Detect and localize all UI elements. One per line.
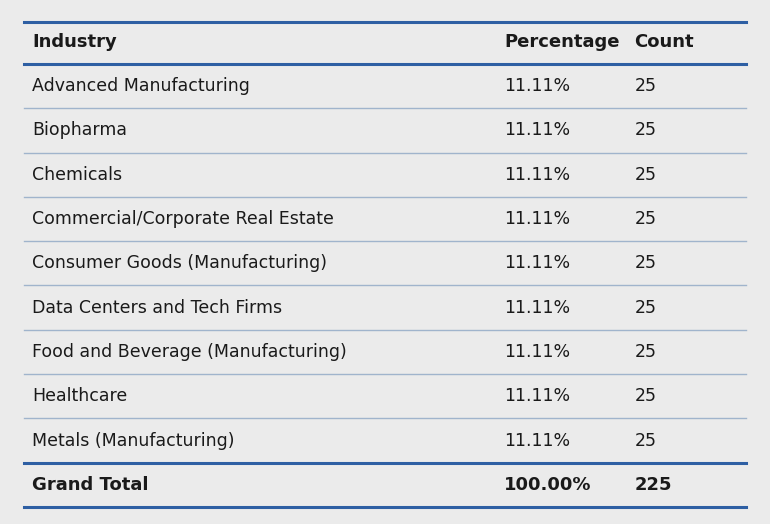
Text: 11.11%: 11.11% xyxy=(504,77,570,95)
Text: 25: 25 xyxy=(634,299,656,316)
Text: 25: 25 xyxy=(634,343,656,361)
Text: 100.00%: 100.00% xyxy=(504,476,591,494)
Text: 25: 25 xyxy=(634,432,656,450)
Text: Metals (Manufacturing): Metals (Manufacturing) xyxy=(32,432,235,450)
Text: 25: 25 xyxy=(634,254,656,272)
Text: Count: Count xyxy=(634,33,694,51)
Text: 11.11%: 11.11% xyxy=(504,432,570,450)
Text: 11.11%: 11.11% xyxy=(504,343,570,361)
Text: 11.11%: 11.11% xyxy=(504,254,570,272)
Text: 25: 25 xyxy=(634,166,656,184)
Text: 25: 25 xyxy=(634,210,656,228)
Text: Commercial/Corporate Real Estate: Commercial/Corporate Real Estate xyxy=(32,210,334,228)
Text: Biopharma: Biopharma xyxy=(32,122,127,139)
Text: Advanced Manufacturing: Advanced Manufacturing xyxy=(32,77,250,95)
Text: Percentage: Percentage xyxy=(504,33,619,51)
Text: Grand Total: Grand Total xyxy=(32,476,149,494)
Text: 11.11%: 11.11% xyxy=(504,166,570,184)
Text: 11.11%: 11.11% xyxy=(504,387,570,405)
Text: 11.11%: 11.11% xyxy=(504,122,570,139)
Text: 11.11%: 11.11% xyxy=(504,299,570,316)
Text: Food and Beverage (Manufacturing): Food and Beverage (Manufacturing) xyxy=(32,343,346,361)
Text: Industry: Industry xyxy=(32,33,117,51)
Text: 25: 25 xyxy=(634,122,656,139)
Text: Chemicals: Chemicals xyxy=(32,166,122,184)
Text: Consumer Goods (Manufacturing): Consumer Goods (Manufacturing) xyxy=(32,254,327,272)
Text: 225: 225 xyxy=(634,476,672,494)
Text: 25: 25 xyxy=(634,387,656,405)
Text: 25: 25 xyxy=(634,77,656,95)
Text: 11.11%: 11.11% xyxy=(504,210,570,228)
Text: Data Centers and Tech Firms: Data Centers and Tech Firms xyxy=(32,299,282,316)
Text: Healthcare: Healthcare xyxy=(32,387,127,405)
